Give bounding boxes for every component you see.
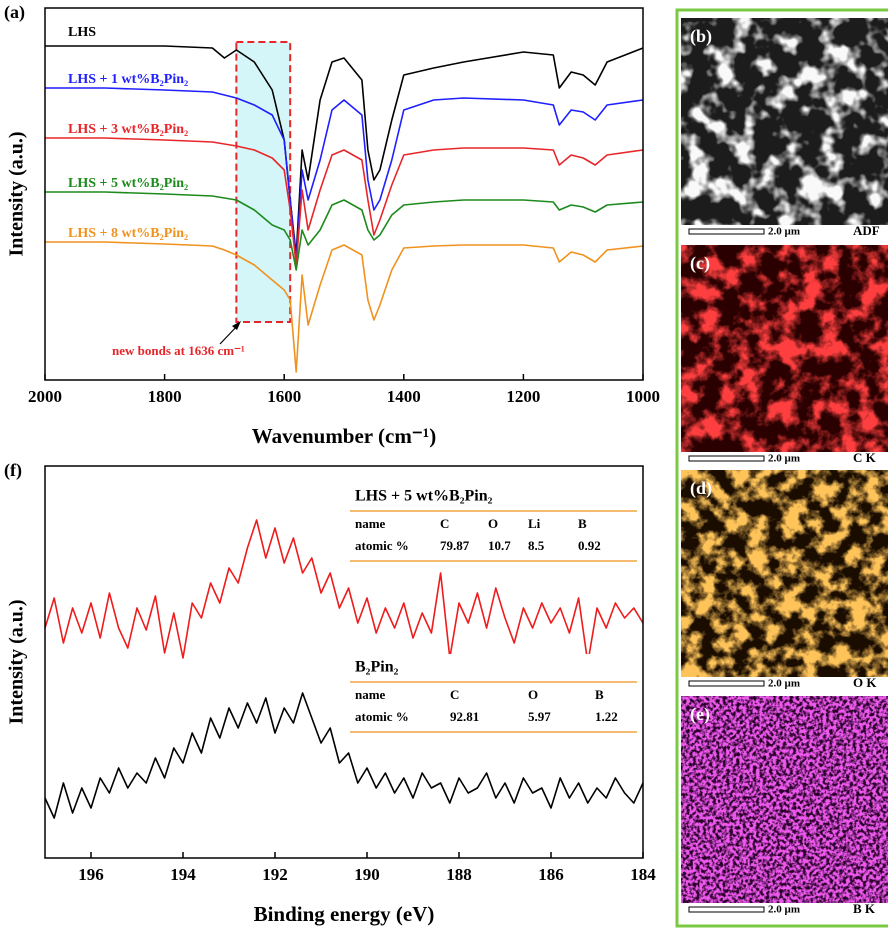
x-tick-label: 1600 [267,387,301,406]
table-header: B [578,516,587,531]
x-tick-label: 186 [538,865,564,884]
x-tick-label: 194 [170,865,196,884]
y-axis-label: Intensity (a.u.) [6,599,28,724]
x-axis-label: Wavenumber (cm⁻¹) [252,424,436,448]
chart: 2000 1800 1600 1400 1200 1000 Wavenumber (cm⁻¹… [4,2,660,448]
table-title: LHS + 5 wt%B₂Pin₂ [355,488,493,505]
eds-maps: (b) 2.0 µm ADF (c) 2.0 µm C K (d) 2.0 µm O K (e) 2… [681,18,888,916]
map-texture [681,245,888,452]
table-header: C [450,687,459,702]
highlight-region [235,41,292,323]
chart: 196 194 192 190 188 186 184 Binding energy (eV)… [4,460,656,926]
image-frame [675,8,888,928]
table-cell: 10.7 [488,538,511,553]
table-header: B [595,687,604,702]
table-cell: 0.92 [578,538,601,553]
table-header: O [528,687,538,702]
panel-label: (f) [4,460,22,481]
eds-panel: (e) 2.0 µm B K [681,696,888,916]
eds-panel: (b) 2.0 µm ADF [681,18,888,238]
table-header: C [440,516,449,531]
scale-bar [688,680,765,687]
channel-label: B K [853,901,876,916]
scale-bar [688,455,765,462]
panel-label: (d) [690,478,712,499]
plot-frame [44,7,644,381]
table-header: name [355,516,386,531]
table-bg [348,654,640,724]
table-header: O [488,516,498,531]
scale-label: 2.0 µm [768,904,800,916]
scale-bar [688,906,765,913]
series-line [45,241,644,373]
plots: 2000 1800 1600 1400 1200 1000 Wavenumber (cm⁻¹… [4,2,660,926]
scale-label: 2.0 µm [768,226,800,238]
x-tick-label: 1400 [387,387,421,406]
arrow-head [232,321,241,330]
x-tick-label: 1200 [506,387,540,406]
table-header: Li [528,516,541,531]
table-cell: 8.5 [528,538,545,553]
x-axis-label: Binding energy (eV) [254,902,435,926]
x-tick-label: 188 [446,865,472,884]
table-bg [348,483,640,553]
series-label: LHS + 5 wt%B₂Pin₂ [68,176,188,191]
map-texture [681,18,888,225]
series-label: LHS + 8 wt%B₂Pin₂ [68,226,188,241]
table-cell: atomic % [355,538,409,553]
series-line [45,191,644,271]
x-tick-label: 2000 [28,387,62,406]
panel-label: (a) [4,2,25,23]
x-tick-label: 190 [354,865,380,884]
series-line [45,137,644,266]
table-header: name [355,687,386,702]
channel-label: C K [853,450,877,465]
table-cell: 5.97 [528,709,551,724]
y-axis-label: Intensity (a.u.) [6,131,28,256]
eds-panel: (c) 2.0 µm C K [681,245,888,465]
series-label: LHS + 3 wt%B₂Pin₂ [68,122,188,137]
series-line [44,692,644,819]
series-line [45,45,644,256]
table-cell: atomic % [355,709,409,724]
x-tick-label: 1000 [626,387,660,406]
panel-label: (b) [690,26,712,47]
x-tick-label: 192 [262,865,288,884]
table-title: B₂Pin₂ [355,659,399,676]
x-tick-label: 184 [630,865,656,884]
table-cell: 92.81 [450,709,479,724]
scale-label: 2.0 µm [768,453,800,465]
channel-label: O K [853,675,877,690]
series-line [44,519,644,664]
panel-label: (e) [690,704,710,725]
plot-frame [44,465,644,859]
table-cell: 1.22 [595,709,618,724]
series-label: LHS [68,25,96,40]
map-texture [681,470,888,677]
annotation: new bonds at 1636 cm⁻¹ [112,343,245,358]
panel-label: (c) [690,253,710,274]
map-texture [681,696,888,903]
series-line [45,87,644,261]
eds-panel: (d) 2.0 µm O K [681,470,888,690]
x-tick-label: 1800 [148,387,182,406]
channel-label: ADF [853,223,880,238]
table-cell: 79.87 [440,538,470,553]
scale-bar [688,228,765,235]
scale-label: 2.0 µm [768,678,800,690]
x-tick-label: 196 [78,865,104,884]
series-label: LHS + 1 wt%B₂Pin₂ [68,72,188,87]
